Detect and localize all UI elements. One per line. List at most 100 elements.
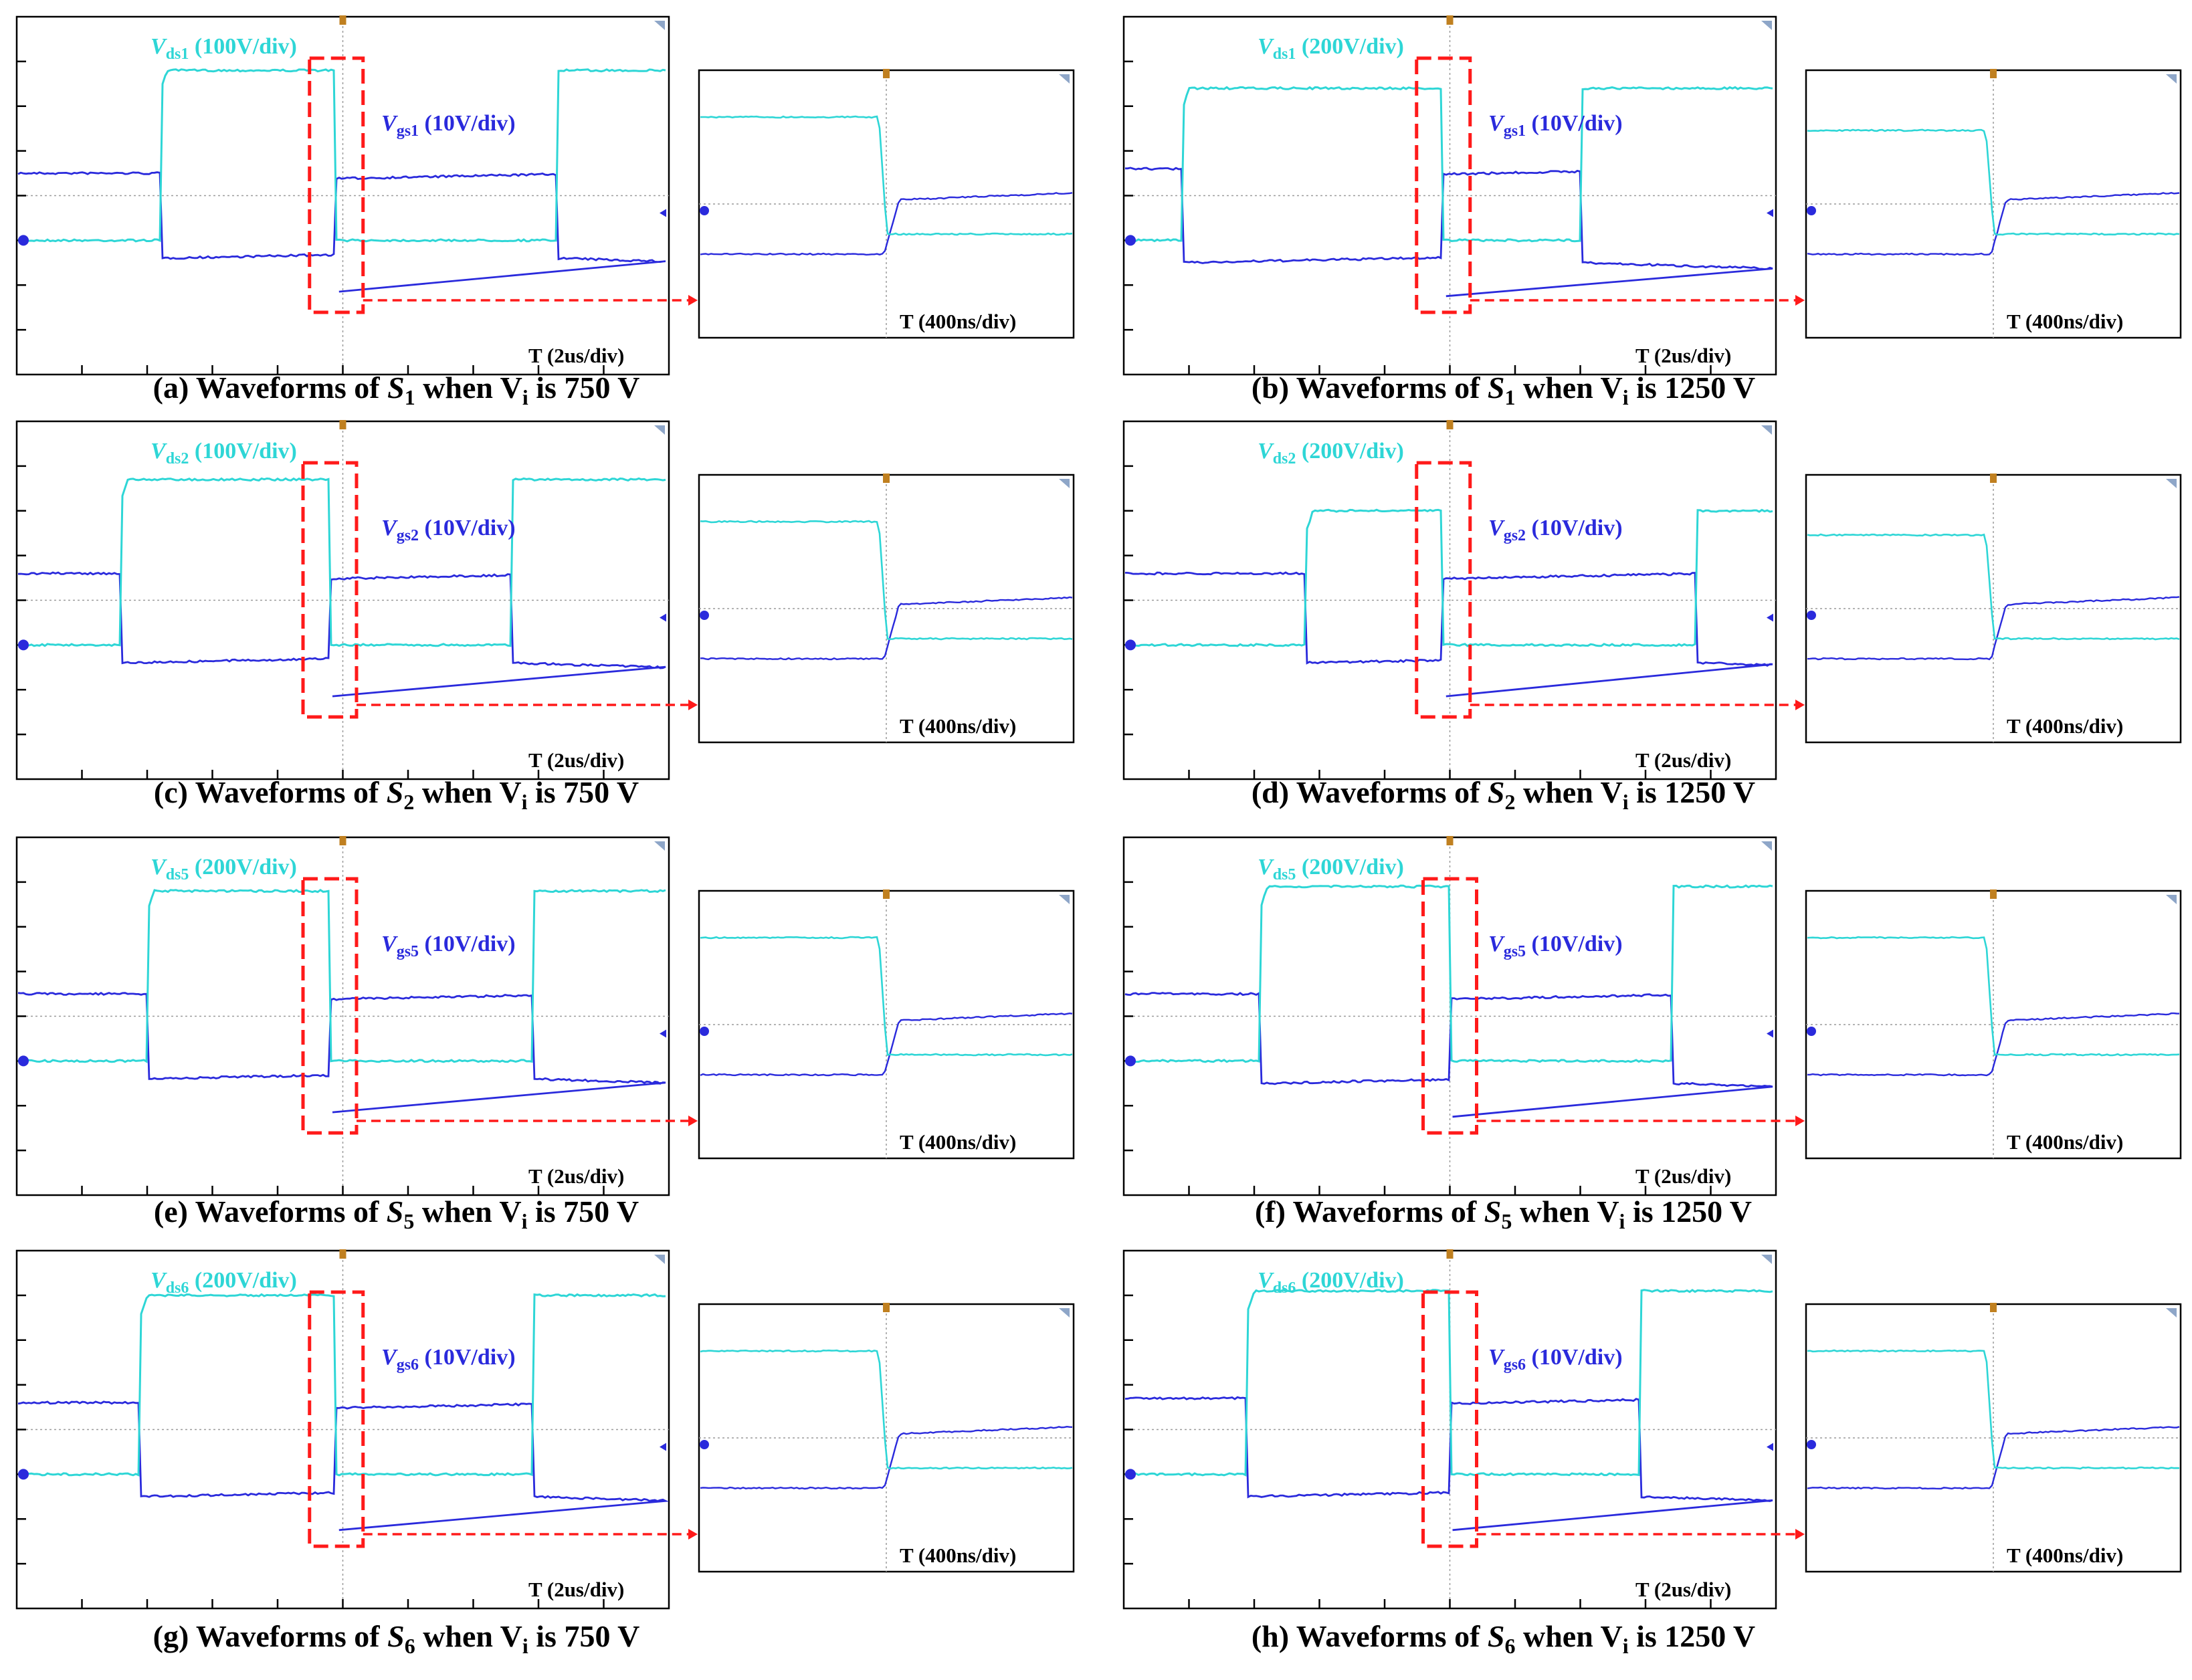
vgs-label-a-symbol: V (381, 111, 398, 136)
vgs-label-h-subscript: gs6 (1504, 1356, 1526, 1374)
main-scope-a-trigger-marker (339, 15, 346, 25)
vds-trace-f (1124, 884, 1773, 1063)
vds-label-d-subscript: ds2 (1273, 450, 1296, 467)
zoom-vds-trace-c (700, 520, 1073, 641)
main-scope-c (15, 420, 670, 780)
panel-g: Vds6 (200V/div)Vgs6 (10V/div)T (2us/div)… (15, 1249, 1075, 1658)
vds-label-f-scale: (200V/div) (1296, 855, 1404, 879)
panel-f: Vds5 (200V/div)Vgs5 (10V/div)T (2us/div)… (1122, 836, 2182, 1233)
zoom-arrowhead-icon (1795, 1529, 1805, 1540)
vds-label-h-subscript: ds6 (1273, 1279, 1296, 1297)
zoom-scope-a (698, 69, 1075, 339)
zoom-highlight-box-b (1415, 56, 1472, 314)
vds-label-d-scale: (200V/div) (1296, 439, 1404, 463)
time-scale-c: T (2us/div) (528, 748, 624, 772)
main-scope-b-corner-icon (1761, 21, 1772, 30)
zoom-highlight-box-e (301, 877, 359, 1135)
main-scope-f-trigger-marker (1446, 836, 1454, 845)
vds-label-b: Vds1 (200V/div) (1258, 34, 1404, 63)
zoom-scope-c-trigger-marker (883, 474, 890, 483)
vds-label-f-symbol: V (1258, 855, 1274, 879)
zoom-vds-trace-d (1807, 533, 2180, 641)
zoom-time-scale-h: T (400ns/div) (2007, 1544, 2123, 1567)
zoom-scope-c (698, 474, 1075, 744)
vgs-label-c: Vgs2 (10V/div) (381, 516, 516, 544)
vds-label-e-scale: (200V/div) (189, 855, 297, 879)
trigger-level-icon (1767, 613, 1773, 622)
panel-e: Vds5 (200V/div)Vgs5 (10V/div)T (2us/div)… (15, 836, 1075, 1233)
vds-label-b-scale: (200V/div) (1296, 34, 1404, 59)
zoom-vds-trace-h (1807, 1349, 2180, 1470)
zoom-highlight-box-f (1421, 877, 1478, 1135)
zoom-highlight-box-g (308, 1290, 365, 1548)
vgs-trace-g (17, 1400, 670, 1532)
channel-marker-icon (18, 1055, 29, 1067)
time-scale-d: T (2us/div) (1635, 748, 1731, 772)
vgs-trace-f (1124, 991, 1773, 1118)
vds-label-c-symbol: V (151, 439, 167, 463)
panel-a: Vds1 (100V/div)Vgs1 (10V/div)T (2us/div)… (15, 15, 1075, 409)
main-scope-d (1122, 420, 1777, 780)
time-scale-e: T (2us/div) (528, 1164, 624, 1188)
main-scope-b (1122, 15, 1777, 376)
vds-label-f: Vds5 (200V/div) (1258, 855, 1404, 883)
vgs-label-f-subscript: gs5 (1504, 943, 1526, 960)
vgs-trace-e (17, 992, 666, 1114)
vgs-label-d-scale: (10V/div) (1526, 516, 1623, 540)
vds-label-a-scale: (100V/div) (189, 34, 297, 59)
zoom-scope-h (1805, 1303, 2182, 1573)
vgs-label-c-subscript: gs2 (397, 527, 419, 544)
zoom-scope-d (1805, 474, 2182, 744)
channel-marker-icon (18, 1469, 29, 1480)
zoom-time-scale-c: T (400ns/div) (900, 714, 1016, 738)
zoom-channel-marker-icon (700, 611, 709, 620)
time-scale-g: T (2us/div) (528, 1578, 624, 1601)
zoom-scope-a-corner-icon (1059, 74, 1070, 84)
zoom-scope-c-corner-icon (1059, 479, 1070, 488)
zoom-scope-g (698, 1303, 1075, 1573)
vds-trace-g (17, 1293, 666, 1477)
vds-label-a: Vds1 (100V/div) (151, 34, 297, 63)
zoom-arrowhead-icon (1795, 700, 1805, 710)
zoom-vgs-trace-e (700, 1012, 1073, 1077)
main-scope-d-corner-icon (1761, 425, 1772, 435)
main-scope-h-trigger-marker (1446, 1249, 1454, 1259)
vds-trace-a (17, 68, 666, 243)
channel-marker-icon (1125, 235, 1136, 246)
trigger-level-icon (1767, 1029, 1773, 1038)
caption-f: (f) Waveforms of S5 when Vi is 1250 V (1255, 1194, 1752, 1233)
vgs-label-e-scale: (10V/div) (419, 932, 516, 956)
main-scope-d-trigger-marker (1446, 420, 1454, 429)
zoom-scope-f (1805, 889, 2182, 1160)
channel-marker-icon (1125, 1469, 1136, 1480)
time-scale-b: T (2us/div) (1635, 344, 1731, 367)
trigger-level-icon (1767, 1443, 1773, 1451)
vgs-label-g-subscript: gs6 (397, 1356, 419, 1374)
caption-g: (g) Waveforms of S6 when Vi is 750 V (153, 1619, 640, 1658)
zoom-scope-e-trigger-marker (883, 889, 890, 899)
zoom-channel-marker-icon (1807, 1440, 1816, 1449)
trigger-level-icon (660, 1029, 666, 1038)
vgs-label-e-subscript: gs5 (397, 943, 419, 960)
zoom-channel-marker-icon (1807, 206, 1816, 215)
vgs-trace-c (17, 571, 666, 698)
vgs-label-h-symbol: V (1488, 1345, 1505, 1370)
vds-label-h-scale: (200V/div) (1296, 1268, 1404, 1293)
vgs-label-c-symbol: V (381, 516, 398, 540)
main-scope-e-trigger-marker (339, 836, 346, 845)
vds-label-f-subscript: ds5 (1273, 866, 1296, 883)
zoom-channel-marker-icon (700, 1027, 709, 1036)
zoom-scope-d-corner-icon (2166, 479, 2177, 488)
vds-label-a-symbol: V (151, 34, 167, 59)
trigger-level-icon (660, 209, 666, 217)
vgs-label-g: Vgs6 (10V/div) (381, 1345, 516, 1374)
zoom-vgs-trace-c (700, 596, 1073, 661)
zoom-arrowhead-icon (1795, 1116, 1805, 1126)
vgs-label-h: Vgs6 (10V/div) (1488, 1345, 1623, 1374)
zoom-highlight-box-c (301, 461, 359, 719)
channel-marker-icon (18, 235, 29, 246)
vds-label-c-scale: (100V/div) (189, 439, 297, 463)
zoom-highlight-box-d (1415, 461, 1472, 719)
panel-b: Vds1 (200V/div)Vgs1 (10V/div)T (2us/div)… (1122, 15, 2182, 409)
main-scope-g-corner-icon (654, 1255, 665, 1264)
